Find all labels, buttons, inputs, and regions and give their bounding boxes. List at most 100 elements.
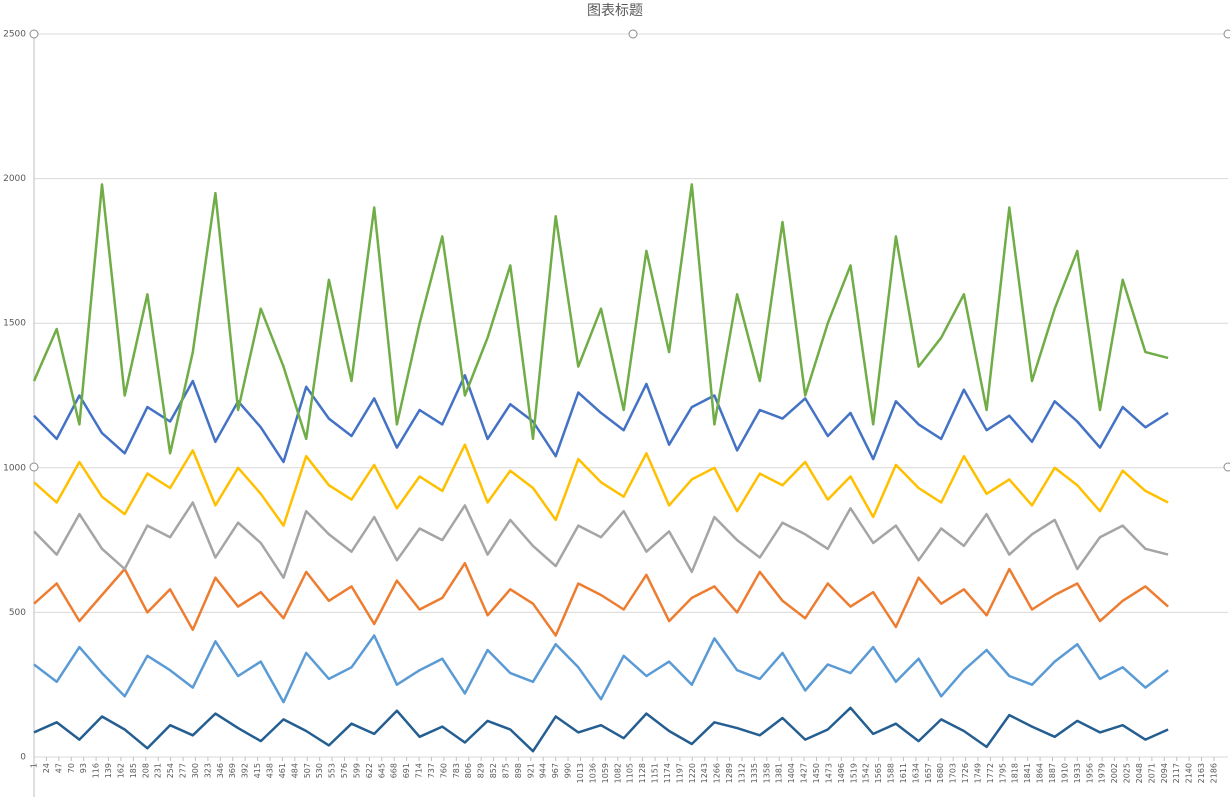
x-tick-label: 1611	[899, 763, 908, 783]
x-tick-label: 2117	[1172, 763, 1181, 783]
selection-handle	[628, 29, 638, 39]
x-tick-label: 1036	[588, 763, 597, 783]
x-tick-label: 1312	[737, 763, 746, 783]
x-tick-label: 208	[141, 763, 150, 778]
x-tick-label: 1266	[713, 763, 722, 783]
x-tick-label: 806	[464, 763, 473, 778]
x-tick-label: 116	[92, 763, 101, 778]
selection-handle	[29, 29, 39, 39]
x-tick-label: 1427	[800, 763, 809, 783]
x-tick-label: 2025	[1123, 763, 1132, 783]
x-tick-label: 1956	[1085, 763, 1094, 783]
x-tick-label: 1082	[613, 763, 622, 783]
x-tick-label: 1542	[862, 763, 871, 783]
x-tick-label: 852	[489, 763, 498, 778]
x-tick-label: 323	[203, 763, 212, 778]
x-tick-label: 231	[154, 763, 163, 778]
x-tick-label: 277	[179, 763, 188, 778]
y-tick-label: 2500	[3, 30, 26, 40]
y-tick-label: 1000	[3, 463, 26, 473]
y-tick-label: 1500	[3, 319, 26, 329]
series-line	[33, 501, 1169, 579]
x-tick-label: 990	[564, 763, 573, 778]
x-tick-label: 1979	[1098, 763, 1107, 783]
selection-handle	[1223, 462, 1230, 472]
x-tick-label: 484	[290, 763, 299, 778]
x-tick-label: 47	[54, 763, 63, 773]
y-tick-label: 2000	[3, 174, 26, 184]
x-tick-label: 691	[402, 763, 411, 778]
x-tick-label: 530	[315, 763, 324, 778]
x-tick-label: 1772	[986, 763, 995, 783]
x-tick-label: 1335	[750, 763, 759, 783]
x-tick-label: 185	[129, 763, 138, 778]
selection-handle	[1223, 29, 1230, 39]
x-tick-label: 1887	[1048, 763, 1057, 783]
x-tick-label: 1013	[576, 763, 585, 783]
x-tick-label: 1	[30, 763, 39, 768]
series-line	[32, 183, 1169, 455]
x-tick-label: 898	[514, 763, 523, 778]
y-tick-label: 0	[20, 753, 26, 763]
x-tick-label: 622	[365, 763, 374, 778]
x-tick-label: 1450	[812, 763, 821, 783]
x-tick-label: 507	[303, 763, 312, 778]
x-tick-label: 645	[377, 763, 386, 778]
x-tick-label: 783	[452, 763, 461, 778]
x-tick-label: 300	[191, 763, 200, 778]
series-line	[33, 561, 1169, 637]
x-tick-label: 1749	[973, 763, 982, 783]
x-tick-label: 2048	[1135, 763, 1144, 783]
x-tick-label: 1358	[762, 763, 771, 783]
x-tick-label: 875	[501, 763, 510, 778]
x-tick-label: 1519	[849, 763, 858, 783]
x-tick-label: 2094	[1160, 763, 1169, 783]
x-tick-label: 1565	[874, 763, 883, 783]
x-tick-label: 1404	[787, 763, 796, 783]
x-tick-label: 1197	[675, 763, 684, 783]
x-tick-label: 1703	[949, 763, 958, 783]
x-tick-label: 2163	[1197, 763, 1206, 783]
x-tick-label: 1634	[911, 763, 920, 783]
x-tick-label: 1726	[961, 763, 970, 783]
x-tick-label: 921	[526, 763, 535, 778]
x-tick-label: 1289	[725, 763, 734, 783]
x-tick-label: 576	[340, 763, 349, 778]
x-tick-label: 392	[241, 763, 250, 778]
series-line	[33, 443, 1169, 527]
x-tick-label: 760	[439, 763, 448, 778]
x-tick-label: 1381	[775, 763, 784, 783]
x-tick-label: 1657	[924, 763, 933, 783]
x-tick-label: 1473	[824, 763, 833, 783]
x-tick-label: 1680	[936, 763, 945, 783]
x-tick-label: 668	[390, 763, 399, 778]
x-tick-label: 438	[265, 763, 274, 778]
x-tick-label: 369	[228, 763, 237, 778]
x-tick-label: 1910	[1060, 763, 1069, 783]
x-tick-label: 553	[328, 763, 337, 778]
x-tick-label: 1128	[638, 763, 647, 783]
x-tick-label: 1496	[837, 763, 846, 783]
x-tick-label: 139	[104, 763, 113, 778]
x-tick-label: 1795	[998, 763, 1007, 783]
x-tick-label: 737	[427, 763, 436, 778]
x-tick-label: 829	[477, 763, 486, 778]
x-tick-label: 415	[253, 763, 262, 778]
selection-handle	[29, 462, 39, 472]
x-tick-label: 346	[216, 763, 225, 778]
x-tick-label: 1243	[700, 763, 709, 783]
x-tick-label: 1864	[1036, 763, 1045, 783]
x-tick-label: 1818	[1011, 763, 1020, 783]
y-tick-label: 500	[9, 608, 26, 618]
x-tick-label: 2071	[1147, 763, 1156, 783]
x-tick-label: 2186	[1209, 763, 1218, 783]
x-tick-label: 1059	[601, 763, 610, 783]
x-tick-label: 254	[166, 763, 175, 778]
x-tick-label: 967	[551, 763, 560, 778]
x-tick-label: 2140	[1185, 763, 1194, 783]
x-tick-label: 1933	[1073, 763, 1082, 783]
x-tick-label: 162	[116, 763, 125, 778]
x-tick-label: 714	[415, 763, 424, 778]
x-tick-label: 1105	[626, 763, 635, 783]
x-tick-label: 599	[352, 763, 361, 778]
